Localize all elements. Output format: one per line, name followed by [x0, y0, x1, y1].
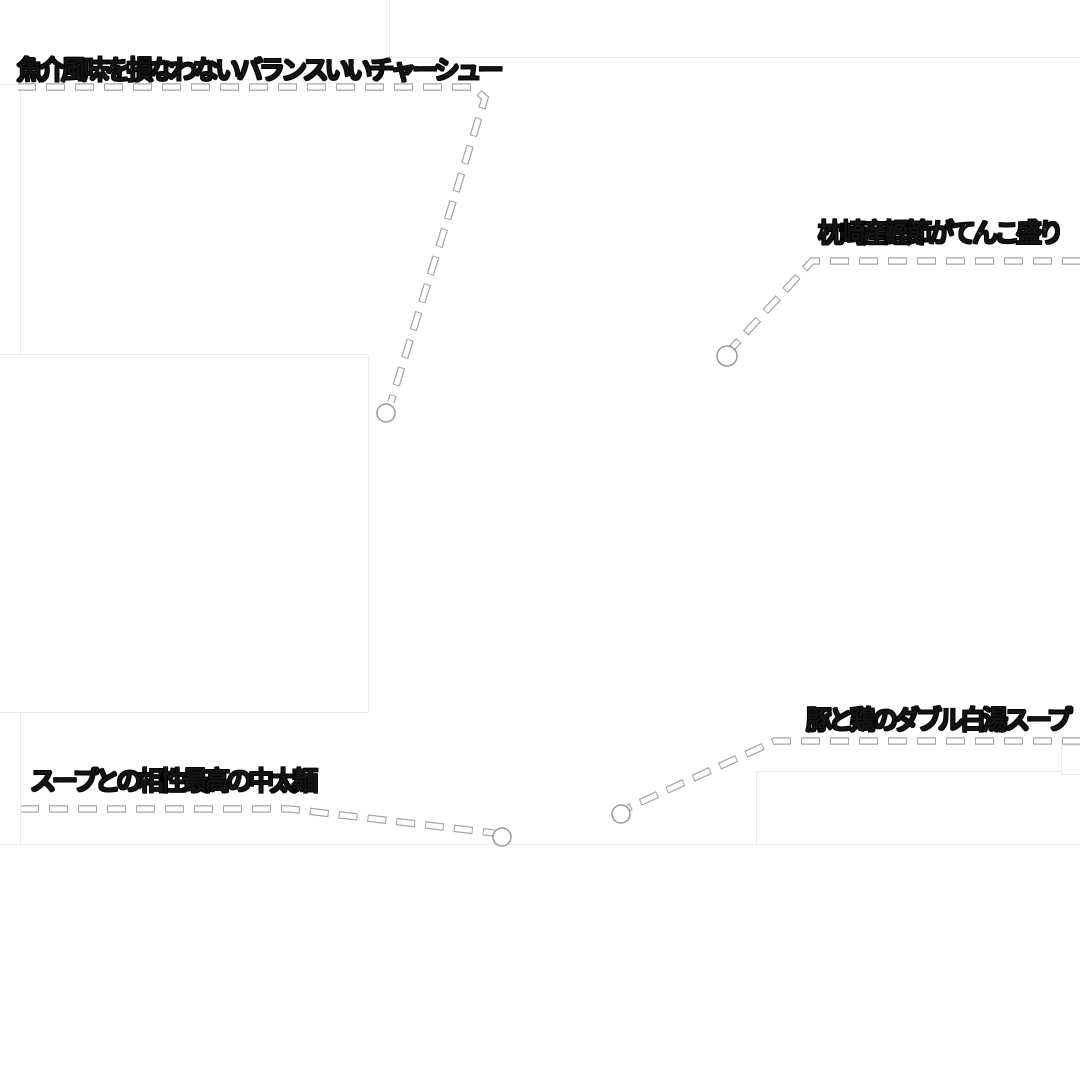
callout-label-double-soup: 豚と鶏のダブル白湯スープ [805, 705, 1073, 735]
callout-label-katsuobushi: 枕崎産鰹節がてんこ盛り [817, 218, 1065, 248]
white-region-left-panel [0, 355, 368, 712]
callout-dot-double-soup [611, 804, 631, 824]
callout-line-noodles [21, 805, 495, 837]
callout-line-katsuobushi [729, 258, 1080, 351]
white-region-bottom-panel [0, 845, 1080, 1080]
callout-line-katsuobushi [728, 257, 1080, 352]
callout-dot-chashu [376, 403, 396, 423]
white-region-top-band [390, 0, 1080, 57]
callout-dot-noodles [492, 827, 512, 847]
callout-label-chashu: 魚介風味を損なわないバランスいいチャーシュー [16, 55, 504, 85]
callout-label-noodles: スープとの相性最高の中太麺 [29, 766, 319, 796]
callout-line-noodles [21, 806, 495, 836]
white-region-right-notch [1062, 746, 1080, 774]
white-region-right-panel [757, 772, 1080, 847]
callout-dot-katsuobushi [716, 345, 738, 367]
